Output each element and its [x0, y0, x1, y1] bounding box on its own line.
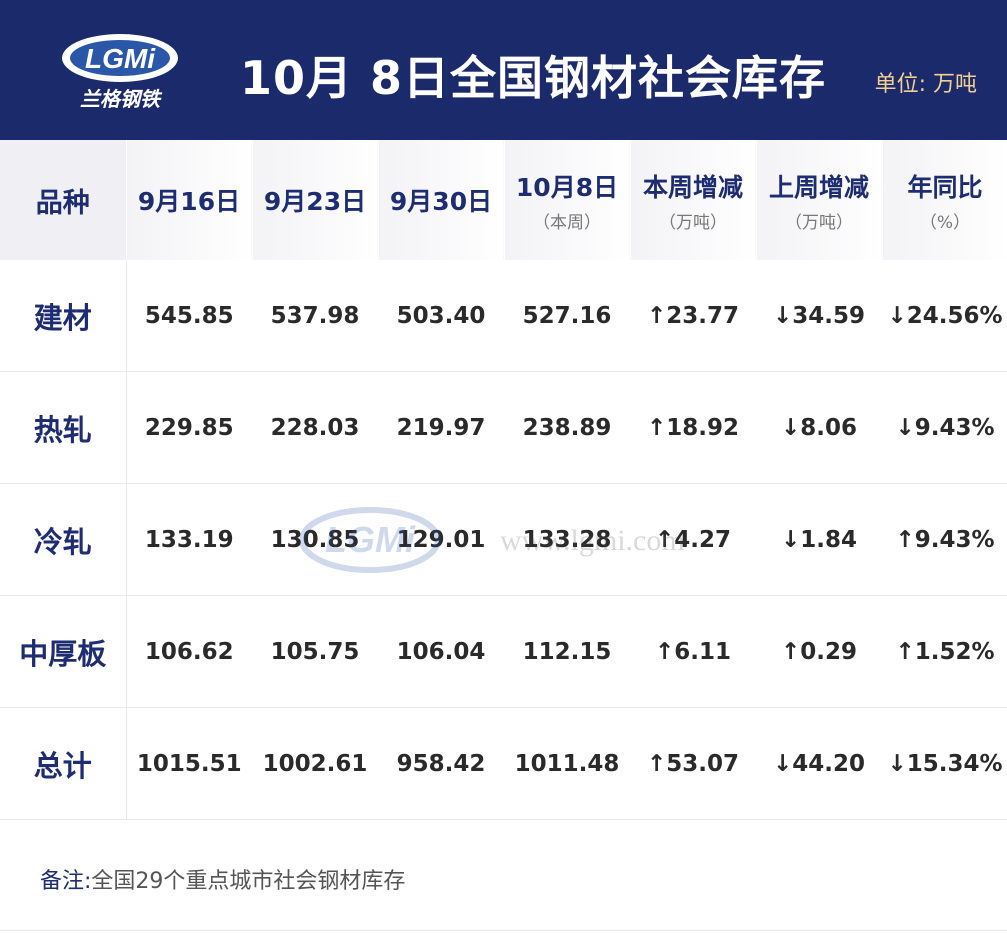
weekly-change-cell: ↑53.07	[630, 707, 756, 820]
yoy-cell: ↑1.52%	[882, 595, 1007, 708]
value-cell: 106.04	[378, 595, 504, 708]
weekly-change-cell: ↑6.11	[630, 595, 756, 708]
footnote-label: 备注:	[40, 869, 92, 894]
table-row: 中厚板 106.62 105.75 106.04 112.15 ↑6.11 ↑0…	[0, 595, 1007, 708]
value-cell: 1002.61	[252, 707, 378, 820]
weekly-change-cell: ↑4.27	[630, 483, 756, 596]
yoy-cell: ↓15.34%	[882, 707, 1007, 820]
category-cell: 总计	[0, 707, 127, 820]
value-cell: 130.85	[252, 483, 378, 596]
value-cell: 537.98	[252, 260, 378, 372]
table-header-row: 品种 9月16日 9月23日 9月30日 10月8日 （本周） 本周增减 （万吨） …	[0, 140, 1007, 260]
last-week-change-cell: ↑0.29	[756, 595, 882, 708]
yoy-cell: ↑9.43%	[882, 483, 1007, 596]
last-week-change-cell: ↓8.06	[756, 371, 882, 484]
column-header: 9月16日	[126, 140, 253, 260]
column-subheader: （万吨）	[659, 212, 727, 233]
value-cell: 129.01	[378, 483, 504, 596]
value-cell: 133.19	[126, 483, 252, 596]
weekly-change-cell: ↑18.92	[630, 371, 756, 484]
value-cell: 219.97	[378, 371, 504, 484]
inventory-table: 品种 9月16日 9月23日 9月30日 10月8日 （本周） 本周增减 （万吨） …	[0, 140, 1007, 820]
last-week-change-cell: ↓44.20	[756, 707, 882, 820]
column-header: 10月8日 （本周）	[504, 140, 631, 260]
logo-text: LGMi	[85, 43, 156, 74]
last-week-change-cell: ↓1.84	[756, 483, 882, 596]
footnote: 备注:全国29个重点城市社会钢材库存	[40, 863, 405, 895]
value-cell: 1015.51	[126, 707, 252, 820]
unit-label: 单位: 万吨	[874, 72, 977, 97]
category-cell: 冷轧	[0, 483, 127, 596]
column-subheader: （万吨）	[785, 212, 853, 233]
category-cell: 建材	[0, 260, 127, 372]
table-row: 冷轧 133.19 130.85 129.01 133.28 ↑4.27 ↓1.…	[0, 483, 1007, 596]
table-row: 建材 545.85 537.98 503.40 527.16 ↑23.77 ↓3…	[0, 260, 1007, 372]
value-cell: 238.89	[504, 371, 630, 484]
column-header: 本周增减 （万吨）	[630, 140, 757, 260]
table-row: 热轧 229.85 228.03 219.97 238.89 ↑18.92 ↓8…	[0, 371, 1007, 484]
value-cell: 105.75	[252, 595, 378, 708]
category-cell: 中厚板	[0, 595, 127, 708]
value-cell: 228.03	[252, 371, 378, 484]
table-row: 总计 1015.51 1002.61 958.42 1011.48 ↑53.07…	[0, 707, 1007, 820]
value-cell: 958.42	[378, 707, 504, 820]
column-subheader: （%）	[919, 212, 971, 233]
column-header: 9月30日	[378, 140, 505, 260]
value-cell: 545.85	[126, 260, 252, 372]
value-cell: 229.85	[126, 371, 252, 484]
yoy-cell: ↓24.56%	[882, 260, 1007, 372]
category-cell: 热轧	[0, 371, 127, 484]
column-header: 9月23日	[252, 140, 379, 260]
column-header: 上周增减 （万吨）	[756, 140, 883, 260]
last-week-change-cell: ↓34.59	[756, 260, 882, 372]
weekly-change-cell: ↑23.77	[630, 260, 756, 372]
yoy-cell: ↓9.43%	[882, 371, 1007, 484]
value-cell: 112.15	[504, 595, 630, 708]
column-header: 年同比 （%）	[882, 140, 1007, 260]
value-cell: 106.62	[126, 595, 252, 708]
column-subheader: （本周）	[533, 212, 601, 233]
divider	[0, 930, 1007, 931]
page-title: 10月 8日全国钢材社会库存	[240, 51, 827, 105]
footnote-text: 全国29个重点城市社会钢材库存	[91, 869, 406, 894]
value-cell: 1011.48	[504, 707, 630, 820]
value-cell: 503.40	[378, 260, 504, 372]
column-header: 品种	[0, 140, 127, 260]
logo-subtext: 兰格钢铁	[80, 87, 163, 111]
value-cell: 133.28	[504, 483, 630, 596]
value-cell: 527.16	[504, 260, 630, 372]
lgmi-logo: LGMi 兰格钢铁	[62, 34, 178, 111]
header-banner: LGMi 兰格钢铁 10月 8日全国钢材社会库存 单位: 万吨	[0, 0, 1007, 140]
